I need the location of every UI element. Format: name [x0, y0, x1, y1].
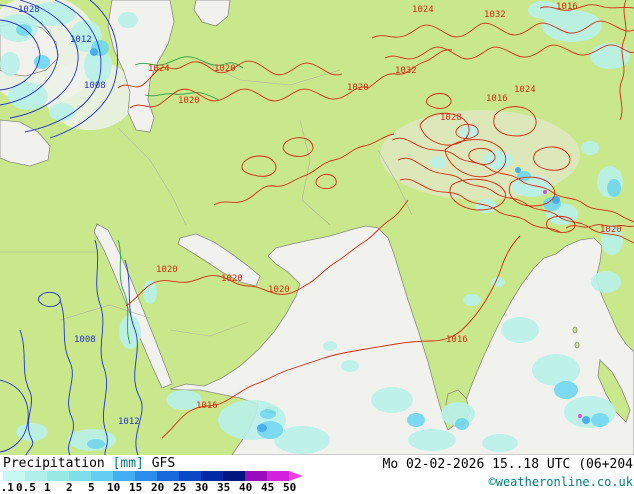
color-scale-bar	[3, 471, 303, 481]
pressure-label: 1020	[600, 225, 622, 235]
nicobar-island	[574, 341, 580, 349]
pressure-label: 1020	[156, 265, 178, 275]
scale-tick-value: 5	[88, 481, 95, 494]
scale-color-segment	[245, 471, 267, 481]
pressure-label: 1020	[178, 96, 200, 106]
pressure-label: 1016	[486, 94, 508, 104]
scale-tick-value: 1	[44, 481, 51, 494]
scale-tick-value: 25	[173, 481, 187, 494]
scale-color-segment	[201, 471, 223, 481]
isobar-contours-blue	[0, 0, 143, 455]
scale-tick-value: 35	[217, 481, 231, 494]
pressure-label: 1028	[18, 5, 40, 15]
pressure-label: 1016	[556, 2, 578, 12]
scale-tick-value: 20	[151, 481, 165, 494]
scale-color-segment	[47, 471, 69, 481]
scale-tick-value: 15	[129, 481, 143, 494]
mediterranean-sea	[0, 119, 51, 167]
legend-model-name: GFS	[151, 456, 176, 471]
scale-tick-value: 50	[283, 481, 297, 494]
contour-labels-layer: 1028 1012 1008 1024 1020 1020 1020 1032 1024 1032…	[18, 2, 622, 427]
scale-color-segment	[91, 471, 113, 481]
scale-color-segment	[25, 471, 47, 481]
red-sea	[93, 223, 173, 389]
pressure-label: 1020	[268, 285, 290, 295]
isobar-contours-green	[117, 56, 244, 345]
scale-tick-value: 45	[261, 481, 275, 494]
pressure-label: 1020	[214, 64, 236, 74]
sea-layer	[0, 0, 634, 455]
color-scale-arrow-icon	[289, 471, 303, 481]
country-borders	[0, 59, 413, 337]
pressure-label: 1012	[118, 417, 140, 427]
weather-map-svg: 1028 1012 1008 1024 1020 1020 1020 1032 1024 1032…	[0, 0, 634, 455]
scale-color-segment	[179, 471, 201, 481]
pressure-label: 1016	[196, 401, 218, 411]
scale-tick-value: 40	[239, 481, 253, 494]
arabian-sea-indian-ocean	[169, 225, 634, 455]
legend-variable-name: Precipitation	[3, 456, 105, 471]
scale-tick-value: 0.1	[0, 481, 14, 494]
aral-sea	[193, 0, 231, 27]
andaman-island	[572, 326, 578, 334]
caspian-sea	[107, 0, 175, 133]
pressure-label: 1008	[84, 81, 106, 91]
scale-tick-value: 0.5	[16, 481, 36, 494]
pressure-label: 1016	[446, 335, 468, 345]
legend-bar: Precipitation [mm] GFS 0.10.512510152025…	[0, 455, 634, 494]
pressure-label: 1024	[514, 85, 536, 95]
pressure-label: 1008	[74, 335, 96, 345]
scale-color-segment	[113, 471, 135, 481]
weather-map: 1028 1012 1008 1024 1020 1020 1020 1032 1024 1032…	[0, 0, 634, 455]
pressure-label: 1020	[221, 274, 243, 284]
pressure-label: 1028	[440, 113, 462, 123]
color-scale-segments	[3, 471, 289, 481]
pressure-label: 1024	[412, 5, 434, 15]
pressure-label: 1012	[70, 35, 92, 45]
isobar-contours-red	[117, 0, 634, 439]
scale-tick-value: 10	[107, 481, 121, 494]
scale-tick-value: 2	[66, 481, 73, 494]
scale-color-segment	[69, 471, 91, 481]
pressure-label: 1024	[148, 64, 170, 74]
scale-color-segment	[3, 471, 25, 481]
scale-color-segment	[223, 471, 245, 481]
copyright-text: ©weatheronline.co.uk	[488, 475, 634, 489]
scale-tick-value: 30	[195, 481, 209, 494]
persian-gulf	[177, 233, 261, 287]
pressure-label: 1032	[395, 66, 417, 76]
legend-title: Precipitation [mm] GFS	[3, 456, 175, 471]
legend-unit: [mm]	[112, 456, 144, 471]
scale-color-segment	[267, 471, 289, 481]
scale-color-segment	[135, 471, 157, 481]
pressure-label: 1020	[347, 83, 369, 93]
forecast-datetime: Mo 02-02-2026 15..18 UTC (06+204	[382, 457, 633, 472]
sumatra	[597, 359, 631, 423]
legend-right: Mo 02-02-2026 15..18 UTC (06+204 ©weathe…	[383, 457, 633, 489]
scale-color-segment	[157, 471, 179, 481]
pressure-label: 1032	[484, 10, 506, 20]
